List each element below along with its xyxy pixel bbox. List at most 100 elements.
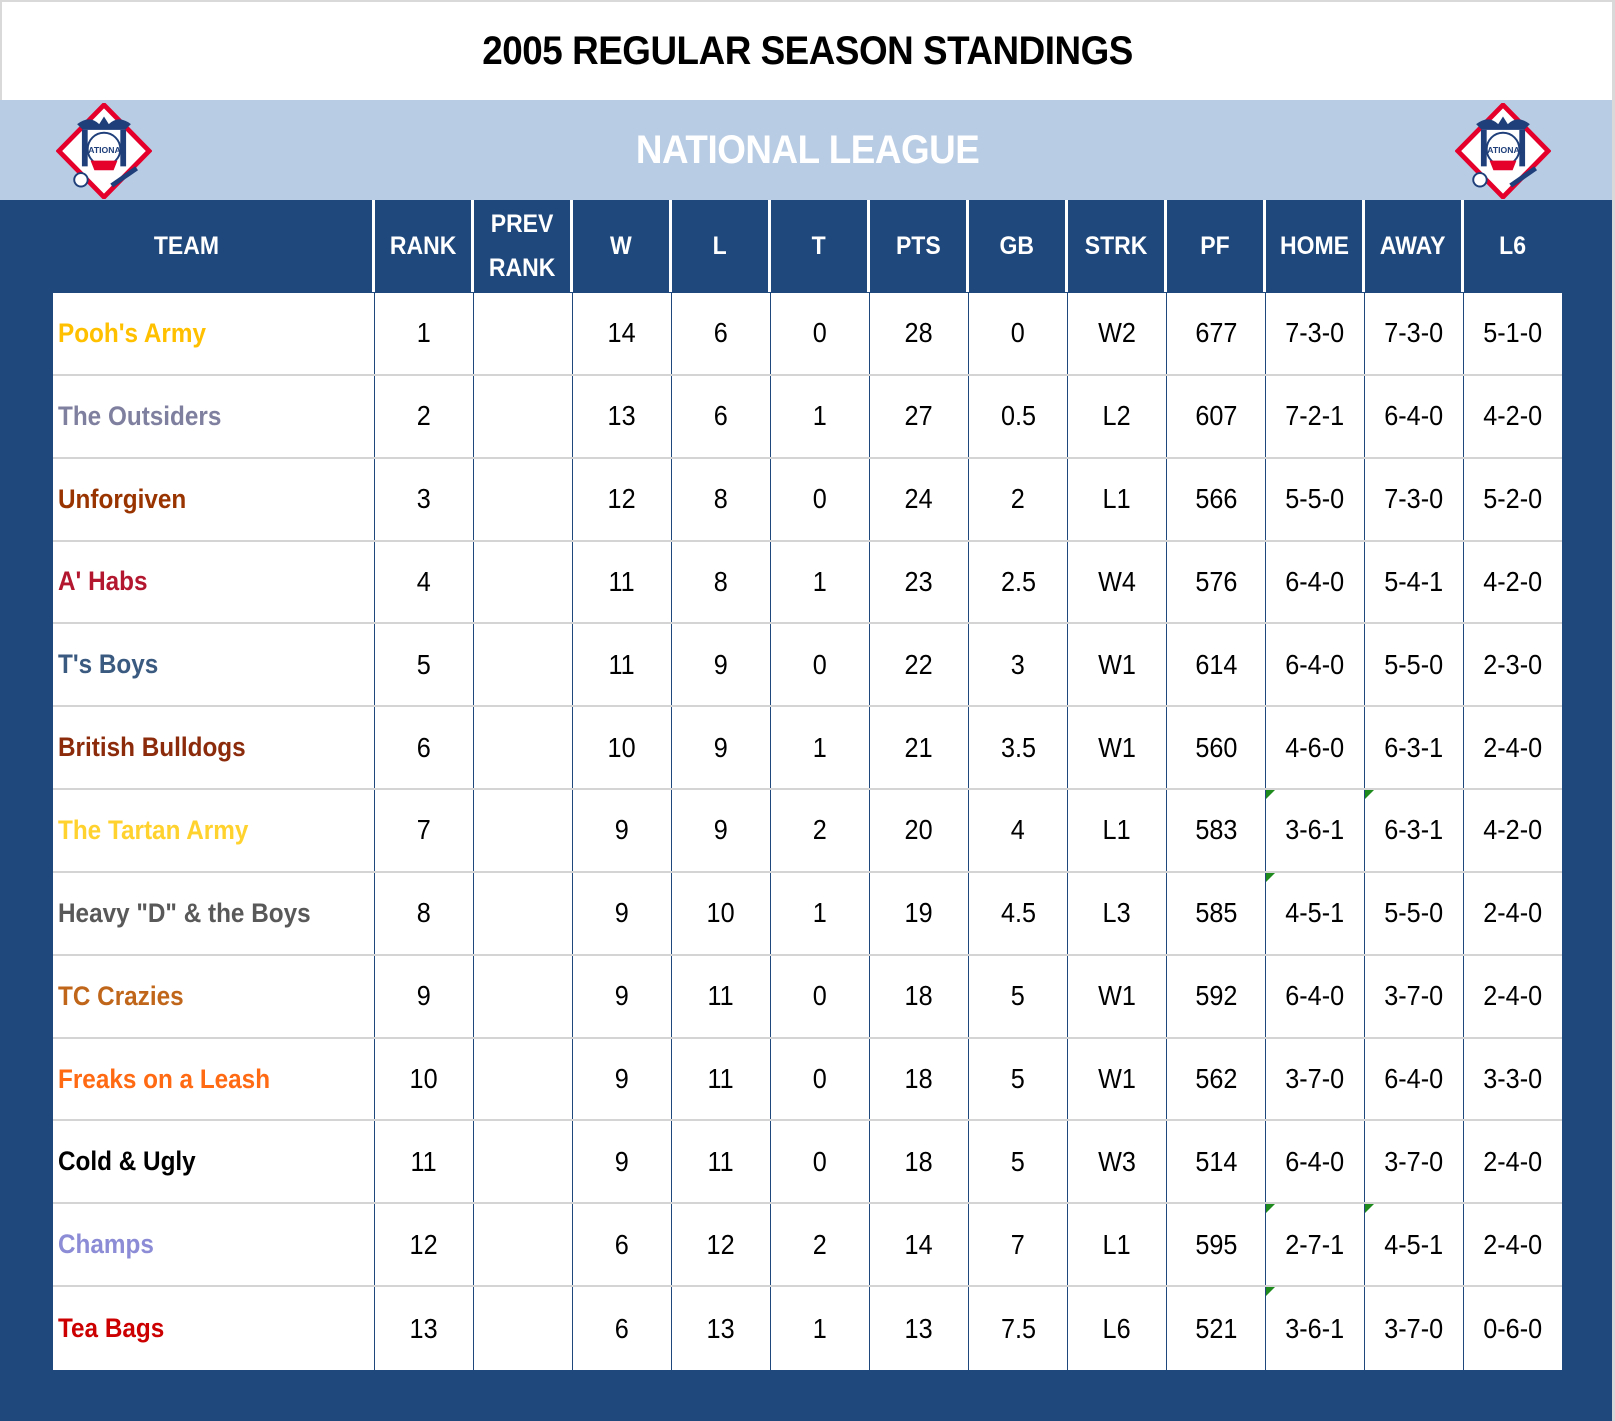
cell-home[interactable]: 5-5-0	[1266, 458, 1365, 540]
cell-pts[interactable]: 19	[870, 872, 969, 954]
cell-l6[interactable]: 4-2-0	[1464, 542, 1562, 623]
cell-l6[interactable]: 5-1-0	[1464, 293, 1562, 374]
cell-t[interactable]: 2	[771, 790, 870, 871]
cell-pf[interactable]: 614	[1167, 624, 1266, 706]
cell-team[interactable]: The Outsiders	[53, 375, 375, 457]
cell-gb[interactable]: 0	[969, 293, 1068, 374]
cell-l[interactable]: 11	[672, 955, 771, 1037]
cell-l6[interactable]: 2-3-0	[1464, 624, 1562, 705]
cell-pf[interactable]: 595	[1167, 1204, 1266, 1286]
cell-pts[interactable]: 21	[870, 707, 969, 789]
column-header-prev-rank[interactable]: PREV RANK	[474, 200, 573, 292]
cell-team[interactable]: Champs	[53, 1204, 375, 1286]
cell-pts[interactable]: 22	[870, 624, 969, 706]
cell-pf[interactable]: 583	[1167, 790, 1266, 871]
cell-prev-rank[interactable]	[474, 624, 573, 706]
cell-prev-rank[interactable]	[474, 1038, 573, 1120]
cell-rank[interactable]: 7	[375, 790, 474, 871]
column-header-strk[interactable]: STRK	[1068, 200, 1167, 292]
cell-gb[interactable]: 3.5	[969, 707, 1068, 789]
cell-t[interactable]: 0	[771, 458, 870, 540]
cell-gb[interactable]: 5	[969, 1121, 1068, 1203]
cell-away[interactable]: 5-5-0	[1365, 624, 1464, 706]
cell-pf[interactable]: 560	[1167, 707, 1266, 789]
cell-home[interactable]: 6-4-0	[1266, 1121, 1365, 1203]
cell-gb[interactable]: 0.5	[969, 375, 1068, 457]
cell-l6[interactable]: 4-2-0	[1464, 790, 1562, 871]
column-header-rank[interactable]: RANK	[375, 200, 474, 292]
cell-rank[interactable]: 4	[375, 541, 474, 623]
cell-rank[interactable]: 2	[375, 375, 474, 457]
cell-t[interactable]: 0	[771, 955, 870, 1037]
cell-home[interactable]: 3-6-1	[1266, 790, 1365, 871]
cell-rank[interactable]: 10	[375, 1038, 474, 1120]
cell-pf[interactable]: 607	[1167, 375, 1266, 457]
cell-home[interactable]: 2-7-1	[1266, 1204, 1365, 1286]
cell-rank[interactable]: 8	[375, 872, 474, 954]
cell-pf[interactable]: 562	[1167, 1038, 1266, 1120]
cell-l6[interactable]: 5-2-0	[1464, 459, 1562, 540]
column-header-pts[interactable]: PTS	[870, 200, 969, 292]
cell-away[interactable]: 6-4-0	[1365, 1038, 1464, 1120]
cell-rank[interactable]: 6	[375, 707, 474, 789]
cell-away[interactable]: 6-4-0	[1365, 375, 1464, 457]
column-header-team[interactable]: TEAM	[0, 200, 375, 292]
cell-pf[interactable]: 576	[1167, 541, 1266, 623]
cell-pts[interactable]: 27	[870, 375, 969, 457]
cell-l6[interactable]: 2-4-0	[1464, 1204, 1562, 1285]
cell-rank[interactable]: 1	[375, 293, 474, 374]
cell-gb[interactable]: 3	[969, 624, 1068, 706]
cell-gb[interactable]: 4.5	[969, 872, 1068, 954]
cell-pts[interactable]: 13	[870, 1287, 969, 1370]
cell-gb[interactable]: 7.5	[969, 1287, 1068, 1370]
cell-rank[interactable]: 11	[375, 1121, 474, 1203]
cell-w[interactable]: 9	[573, 1038, 672, 1120]
cell-w[interactable]: 11	[573, 541, 672, 623]
cell-team[interactable]: The Tartan Army	[53, 790, 375, 871]
cell-prev-rank[interactable]	[474, 790, 573, 871]
cell-pts[interactable]: 28	[870, 293, 969, 374]
cell-w[interactable]: 6	[573, 1204, 672, 1286]
cell-team[interactable]: Cold & Ugly	[53, 1121, 375, 1203]
cell-w[interactable]: 10	[573, 707, 672, 789]
cell-l[interactable]: 9	[672, 624, 771, 706]
cell-away[interactable]: 7-3-0	[1365, 458, 1464, 540]
cell-l[interactable]: 6	[672, 293, 771, 374]
cell-strk[interactable]: W4	[1068, 541, 1167, 623]
cell-pts[interactable]: 23	[870, 541, 969, 623]
cell-l[interactable]: 11	[672, 1121, 771, 1203]
cell-pf[interactable]: 521	[1167, 1287, 1266, 1370]
cell-home[interactable]: 4-6-0	[1266, 707, 1365, 789]
cell-rank[interactable]: 12	[375, 1204, 474, 1286]
cell-w[interactable]: 6	[573, 1287, 672, 1370]
cell-t[interactable]: 1	[771, 541, 870, 623]
cell-team[interactable]: Freaks on a Leash	[53, 1038, 375, 1120]
cell-pf[interactable]: 677	[1167, 293, 1266, 374]
cell-gb[interactable]: 7	[969, 1204, 1068, 1286]
cell-team[interactable]: Unforgiven	[53, 458, 375, 540]
cell-home[interactable]: 6-4-0	[1266, 624, 1365, 706]
cell-away[interactable]: 6-3-1	[1365, 790, 1464, 871]
cell-away[interactable]: 3-7-0	[1365, 1287, 1464, 1370]
cell-strk[interactable]: L1	[1068, 458, 1167, 540]
cell-prev-rank[interactable]	[474, 707, 573, 789]
cell-w[interactable]: 13	[573, 375, 672, 457]
cell-prev-rank[interactable]	[474, 293, 573, 374]
cell-strk[interactable]: W1	[1068, 624, 1167, 706]
cell-w[interactable]: 9	[573, 872, 672, 954]
cell-away[interactable]: 6-3-1	[1365, 707, 1464, 789]
cell-t[interactable]: 1	[771, 872, 870, 954]
cell-strk[interactable]: L1	[1068, 790, 1167, 871]
cell-w[interactable]: 9	[573, 790, 672, 871]
cell-home[interactable]: 7-3-0	[1266, 293, 1365, 374]
cell-team[interactable]: Tea Bags	[53, 1287, 375, 1370]
cell-l[interactable]: 8	[672, 541, 771, 623]
cell-gb[interactable]: 5	[969, 955, 1068, 1037]
cell-strk[interactable]: W2	[1068, 293, 1167, 374]
cell-prev-rank[interactable]	[474, 1204, 573, 1286]
cell-away[interactable]: 5-4-1	[1365, 541, 1464, 623]
cell-pf[interactable]: 585	[1167, 872, 1266, 954]
cell-away[interactable]: 5-5-0	[1365, 872, 1464, 954]
cell-away[interactable]: 4-5-1	[1365, 1204, 1464, 1286]
cell-l[interactable]: 13	[672, 1287, 771, 1370]
